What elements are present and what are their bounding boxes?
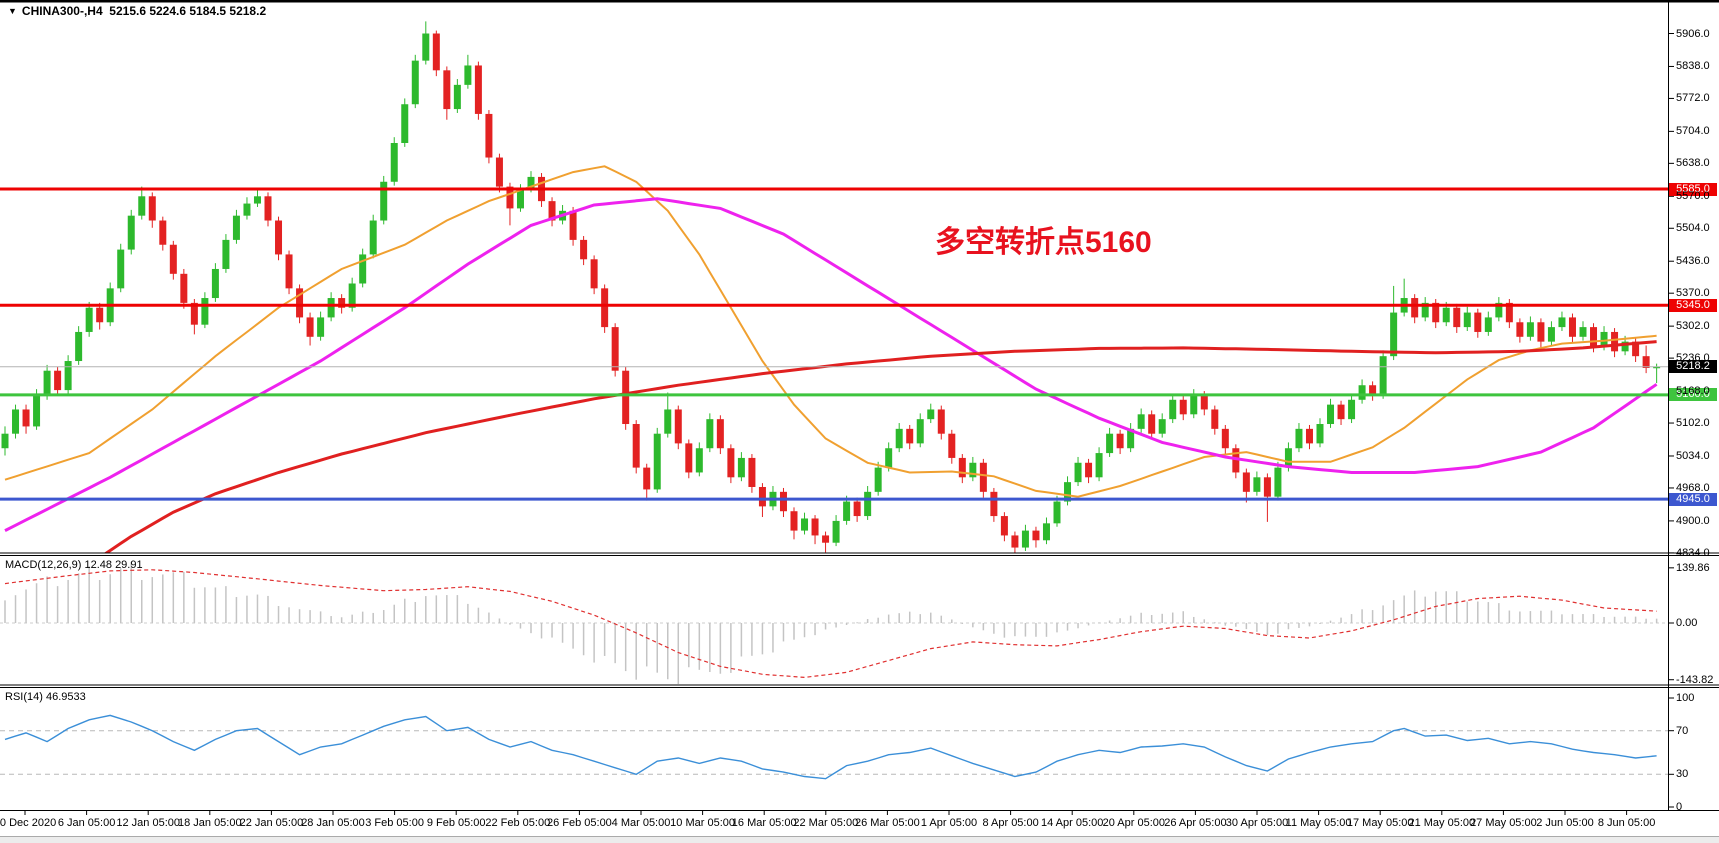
main-chart-panel[interactable]: [0, 21, 1668, 647]
ma-medium-magenta[interactable]: [4, 197, 1658, 532]
macd-panel[interactable]: [0, 562, 1668, 686]
ma-slow-red[interactable]: [5, 340, 1657, 647]
candlestick-series: [1, 21, 1661, 553]
rsi-panel[interactable]: [0, 714, 1668, 780]
macd-signal-line: [4, 569, 1657, 679]
ma-fast-orange[interactable]: [4, 165, 1657, 498]
window-top-edge: [0, 0, 1719, 3]
rsi-line: [4, 714, 1657, 780]
macd-histogram: [4, 562, 1658, 684]
